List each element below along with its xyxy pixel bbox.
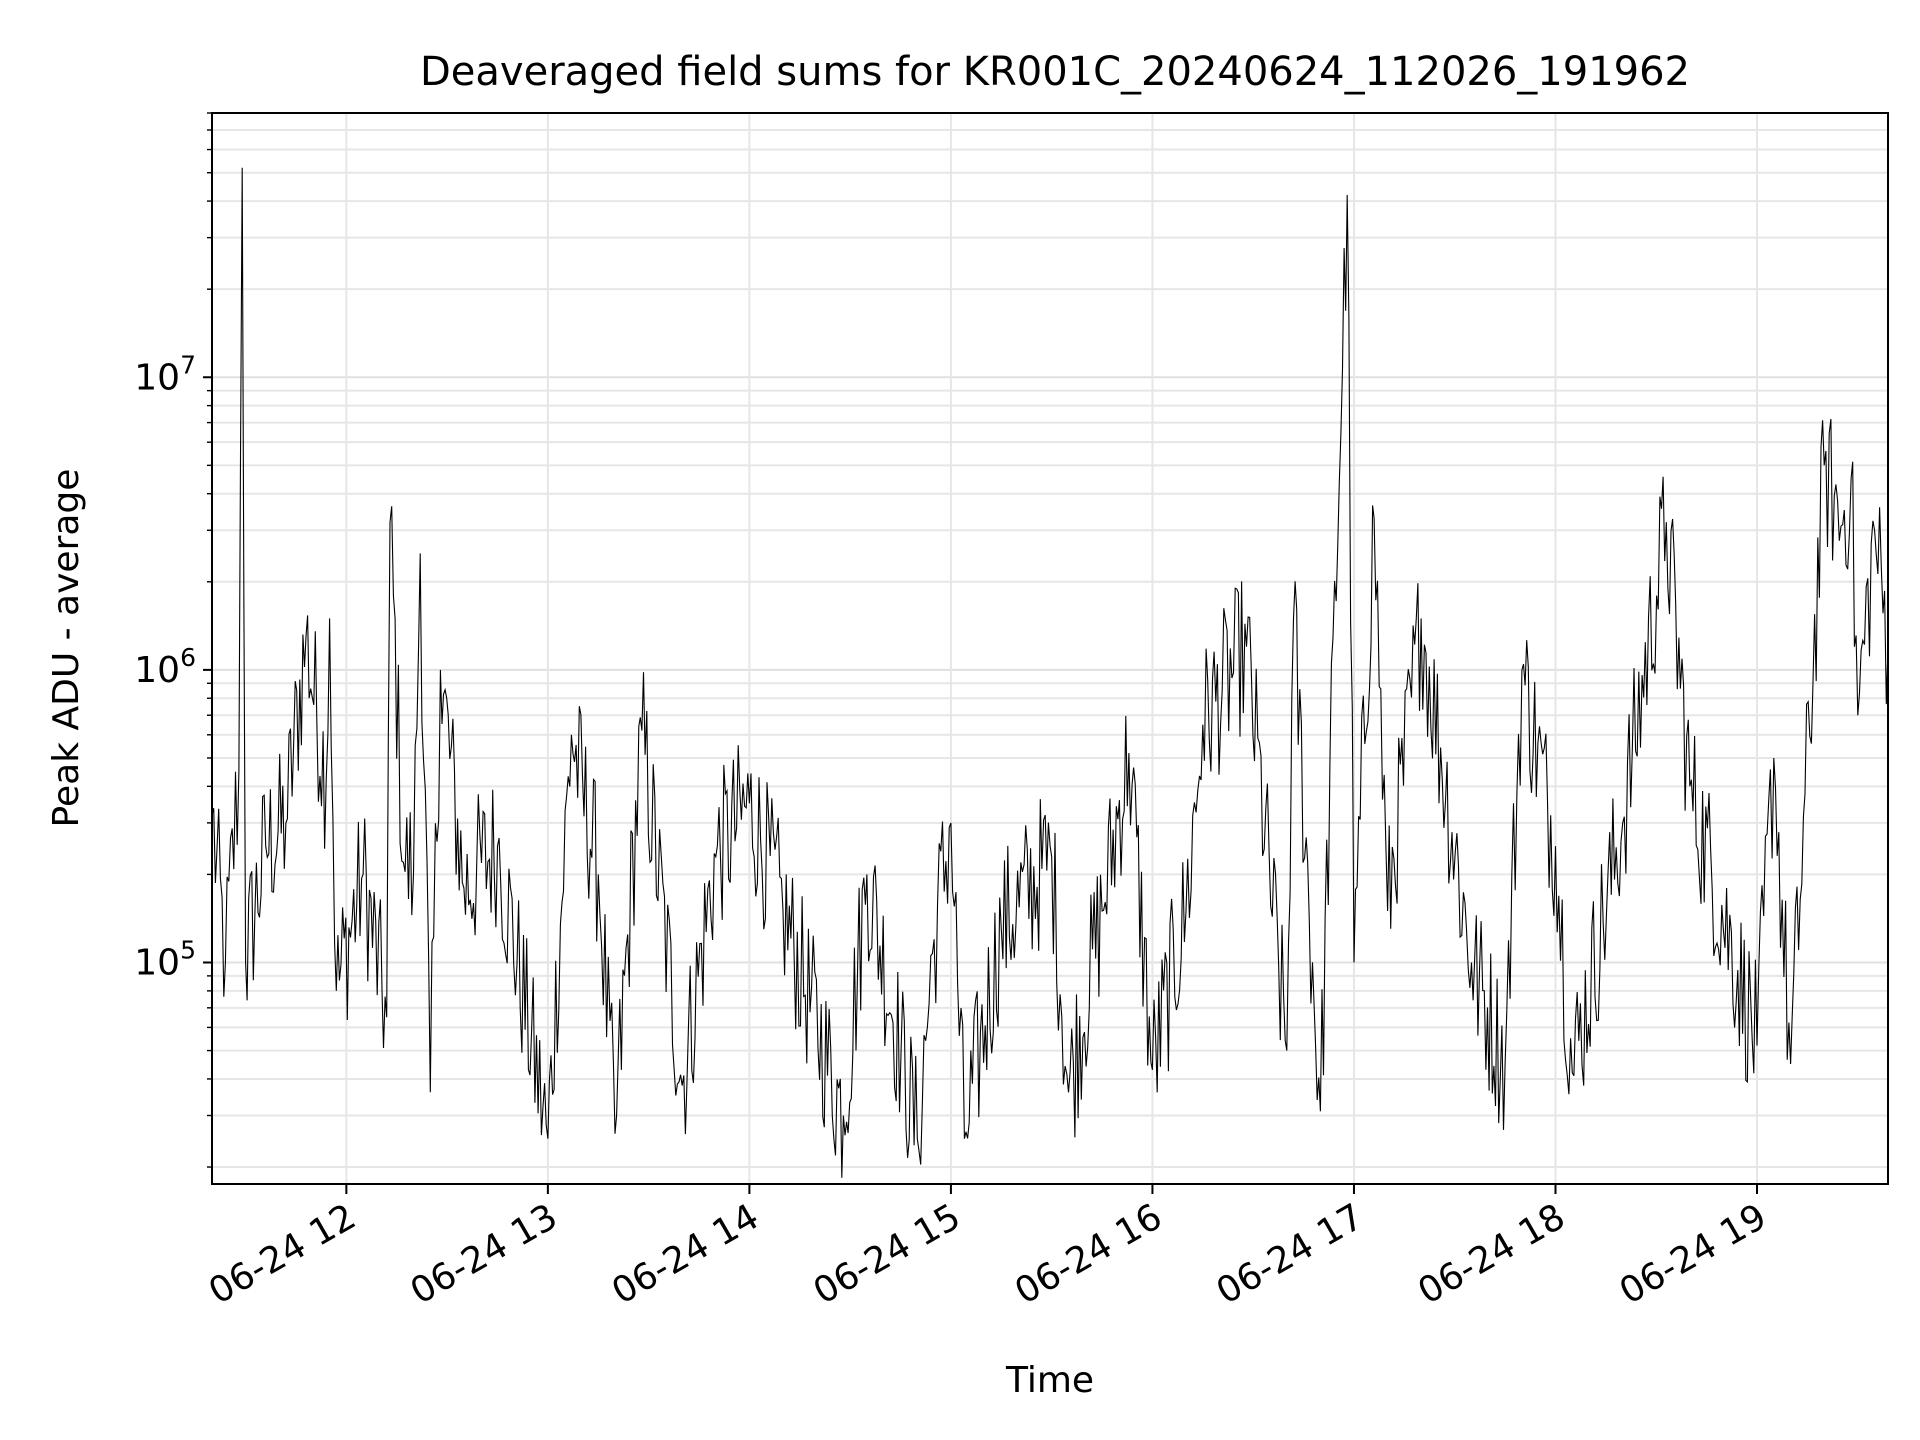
plot-frame bbox=[211, 112, 1889, 1185]
y-axis-label: Peak ADU - average bbox=[46, 469, 87, 828]
y-tick-label: 106 bbox=[134, 643, 196, 691]
x-axis-label: Time bbox=[1005, 1360, 1094, 1401]
y-tick-label: 105 bbox=[134, 935, 196, 983]
series-line bbox=[211, 167, 1889, 1178]
chart-title: Deaveraged field sums for KR001C_2024062… bbox=[420, 49, 1690, 95]
y-tick-label: 107 bbox=[134, 350, 196, 398]
